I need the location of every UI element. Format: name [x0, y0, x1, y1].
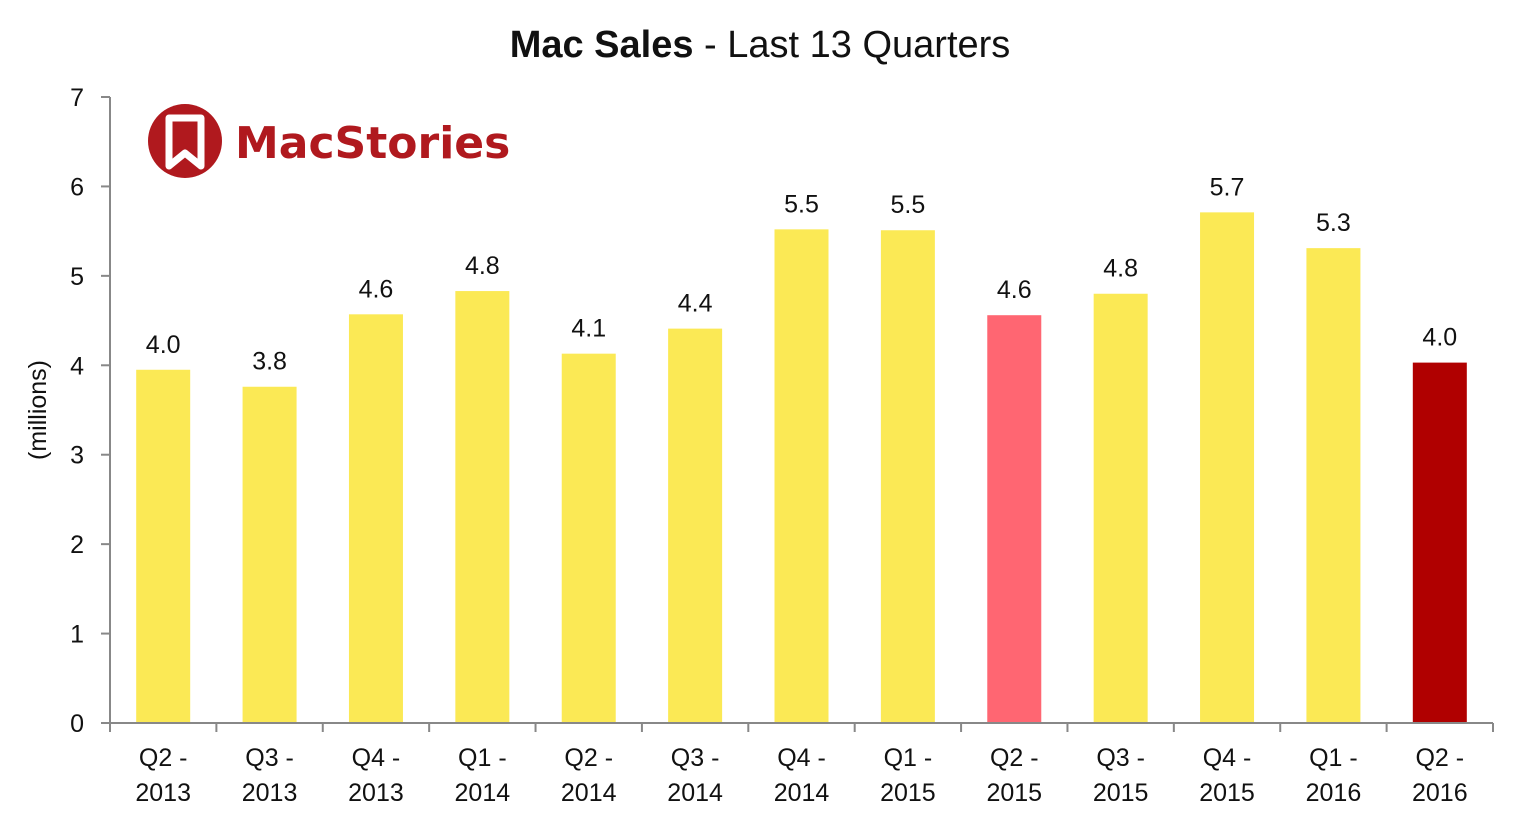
bars	[136, 212, 1467, 724]
y-tick-label: 4	[70, 352, 84, 380]
data-label: 5.5	[784, 190, 819, 218]
bar	[1200, 212, 1255, 723]
bar	[1306, 248, 1361, 724]
chart-title-rest: - Last 13 Quarters	[693, 24, 1011, 66]
data-label: 5.3	[1316, 209, 1351, 237]
data-label: 4.4	[678, 290, 713, 318]
bar	[1093, 293, 1148, 723]
y-tick-label: 3	[70, 442, 84, 470]
bar	[136, 369, 191, 723]
data-label: 4.0	[146, 331, 181, 359]
x-tick-label: Q1 -2016	[1306, 744, 1362, 807]
y-tick-label: 5	[70, 263, 84, 291]
x-tick-label: Q3 -2014	[667, 744, 723, 807]
y-axis: 0 1 2 3 4 5 6 7	[70, 84, 111, 738]
bar	[242, 386, 297, 723]
x-tick-label: Q1 -2015	[880, 744, 936, 807]
x-axis: Q2 -2013 Q3 -2013 Q4 -2013 Q1 -2014 Q2 -2014…	[109, 722, 1494, 807]
bookmark-glyph	[165, 114, 205, 170]
y-axis-label: (millions)	[24, 360, 52, 460]
data-label: 4.8	[465, 252, 500, 280]
bar	[987, 315, 1042, 723]
y-tick-label: 7	[70, 84, 84, 112]
x-tick-label: Q3 -2013	[242, 744, 298, 807]
data-labels: 4.0 3.8 4.6 4.8 4.1 4.4 5.5 5.5 4.6 4.8 5.7 5.3 4.0	[146, 173, 1457, 375]
bar	[774, 229, 829, 723]
brand-name: MacStories	[235, 118, 510, 169]
data-label: 4.8	[1103, 255, 1138, 283]
bar	[348, 314, 403, 723]
data-label: 5.7	[1210, 173, 1245, 201]
bar	[561, 353, 616, 723]
data-label: 5.5	[891, 191, 926, 219]
x-tick-label: Q2 -2014	[561, 744, 617, 807]
data-label: 4.1	[571, 315, 606, 343]
x-tick-label: Q4 -2013	[348, 744, 404, 807]
x-tick-label: Q1 -2014	[455, 744, 511, 807]
x-tick-label: Q3 -2015	[1093, 744, 1149, 807]
data-label: 4.0	[1422, 324, 1457, 352]
y-tick-label: 1	[70, 621, 84, 649]
x-tick-label: Q2 -2016	[1412, 744, 1468, 807]
bar	[1412, 362, 1467, 723]
y-tick-label: 6	[70, 173, 84, 201]
bar	[455, 291, 510, 723]
x-tick-label: Q2 -2013	[135, 744, 191, 807]
data-label: 3.8	[252, 348, 287, 376]
chart-title: Mac Sales - Last 13 Quarters	[0, 22, 1520, 68]
bar	[880, 230, 935, 723]
x-tick-label: Q4 -2014	[774, 744, 830, 807]
x-tick-label: Q2 -2015	[986, 744, 1042, 807]
bar	[668, 328, 723, 723]
y-tick-label: 2	[70, 531, 84, 559]
x-tick-label: Q4 -2015	[1199, 744, 1255, 807]
brand-logo: MacStories	[148, 104, 510, 178]
data-label: 4.6	[359, 275, 394, 303]
y-tick-label: 0	[70, 710, 84, 738]
chart-title-bold: Mac Sales	[509, 24, 694, 66]
data-label: 4.6	[997, 276, 1032, 304]
